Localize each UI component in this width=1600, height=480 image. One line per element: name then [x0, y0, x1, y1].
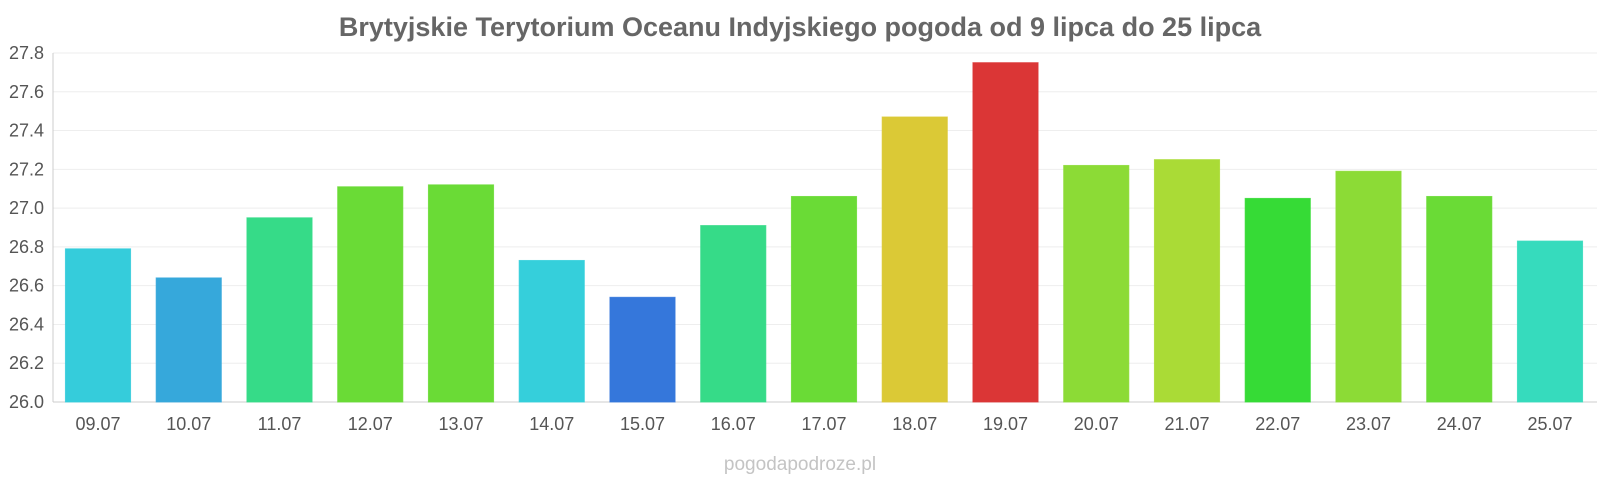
x-tick-label: 25.07	[1527, 414, 1572, 434]
y-tick-label: 27.0	[9, 198, 44, 218]
bar-19.07[interactable]	[972, 62, 1039, 403]
x-tick-label: 19.07	[983, 414, 1028, 434]
x-tick-label: 14.07	[529, 414, 574, 434]
x-tick-label: 15.07	[620, 414, 665, 434]
bar-24.07[interactable]	[1426, 195, 1493, 403]
x-tick-label: 24.07	[1437, 414, 1482, 434]
y-tick-label: 26.2	[9, 353, 44, 373]
x-axis: 09.07 10.07 11.07 12.07 13.07 14.07 15.07 16.07…	[75, 414, 1572, 434]
bar-12.07[interactable]	[337, 186, 404, 403]
bar-20.07[interactable]	[1063, 164, 1130, 403]
bar-13.07[interactable]	[427, 184, 495, 403]
y-tick-label: 27.8	[9, 43, 44, 63]
x-tick-label: 21.07	[1164, 414, 1209, 434]
y-tick-label: 26.6	[9, 276, 44, 296]
y-tick-label: 26.8	[9, 237, 44, 257]
bar-14.07[interactable]	[518, 259, 585, 403]
x-tick-label: 10.07	[166, 414, 211, 434]
chart-title: Brytyjskie Terytorium Oceanu Indyjskiego…	[339, 12, 1262, 42]
bar-09.07[interactable]	[64, 248, 132, 403]
y-tick-label: 26.0	[9, 392, 44, 412]
x-tick-label: 12.07	[348, 414, 393, 434]
bars	[64, 62, 1584, 403]
bar-11.07[interactable]	[246, 217, 313, 403]
y-tick-label: 27.4	[9, 121, 44, 141]
x-tick-label: 22.07	[1255, 414, 1300, 434]
x-tick-label: 20.07	[1074, 414, 1119, 434]
x-tick-label: 11.07	[258, 414, 302, 434]
y-axis: 26.0 26.2 26.4 26.6 26.8 27.0 27.2 27.4 27.6 27.8	[9, 43, 1597, 412]
x-tick-label: 23.07	[1346, 414, 1391, 434]
x-tick-label: 13.07	[438, 414, 483, 434]
watermark-text: pogodapodroze.pl	[724, 454, 876, 475]
bar-15.07[interactable]	[609, 296, 676, 403]
y-tick-label: 26.4	[9, 314, 44, 334]
bar-21.07[interactable]	[1153, 159, 1221, 403]
y-tick-label: 27.6	[9, 82, 44, 102]
bar-17.07[interactable]	[790, 195, 858, 403]
bar-16.07[interactable]	[700, 225, 767, 403]
x-tick-label: 09.07	[75, 414, 120, 434]
bar-18.07[interactable]	[881, 116, 948, 403]
bar-23.07[interactable]	[1335, 170, 1402, 403]
bar-10.07[interactable]	[155, 277, 222, 403]
x-tick-label: 16.07	[711, 414, 756, 434]
bar-22.07[interactable]	[1244, 197, 1311, 403]
y-tick-label: 27.2	[9, 159, 44, 179]
x-tick-label: 18.07	[892, 414, 937, 434]
bar-25.07[interactable]	[1516, 240, 1584, 403]
x-tick-label: 17.07	[801, 414, 846, 434]
